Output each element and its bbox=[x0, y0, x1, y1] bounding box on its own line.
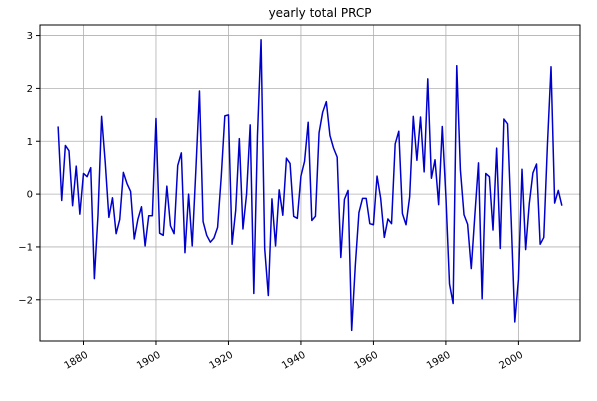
y-tick-label: 1 bbox=[27, 137, 33, 148]
y-tick-label: −2 bbox=[18, 295, 33, 306]
axes-frame bbox=[39, 24, 581, 342]
y-tick-label: −1 bbox=[18, 242, 33, 253]
series-line bbox=[57, 39, 563, 332]
chart-title: yearly total PRCP bbox=[269, 6, 372, 20]
y-axis: 3 2 1 0 −1 −2 bbox=[18, 31, 40, 306]
y-tick-label: 0 bbox=[27, 190, 33, 201]
y-tick-label: 2 bbox=[27, 84, 33, 95]
series-layer bbox=[57, 39, 563, 332]
y-tick-label: 3 bbox=[27, 31, 33, 42]
